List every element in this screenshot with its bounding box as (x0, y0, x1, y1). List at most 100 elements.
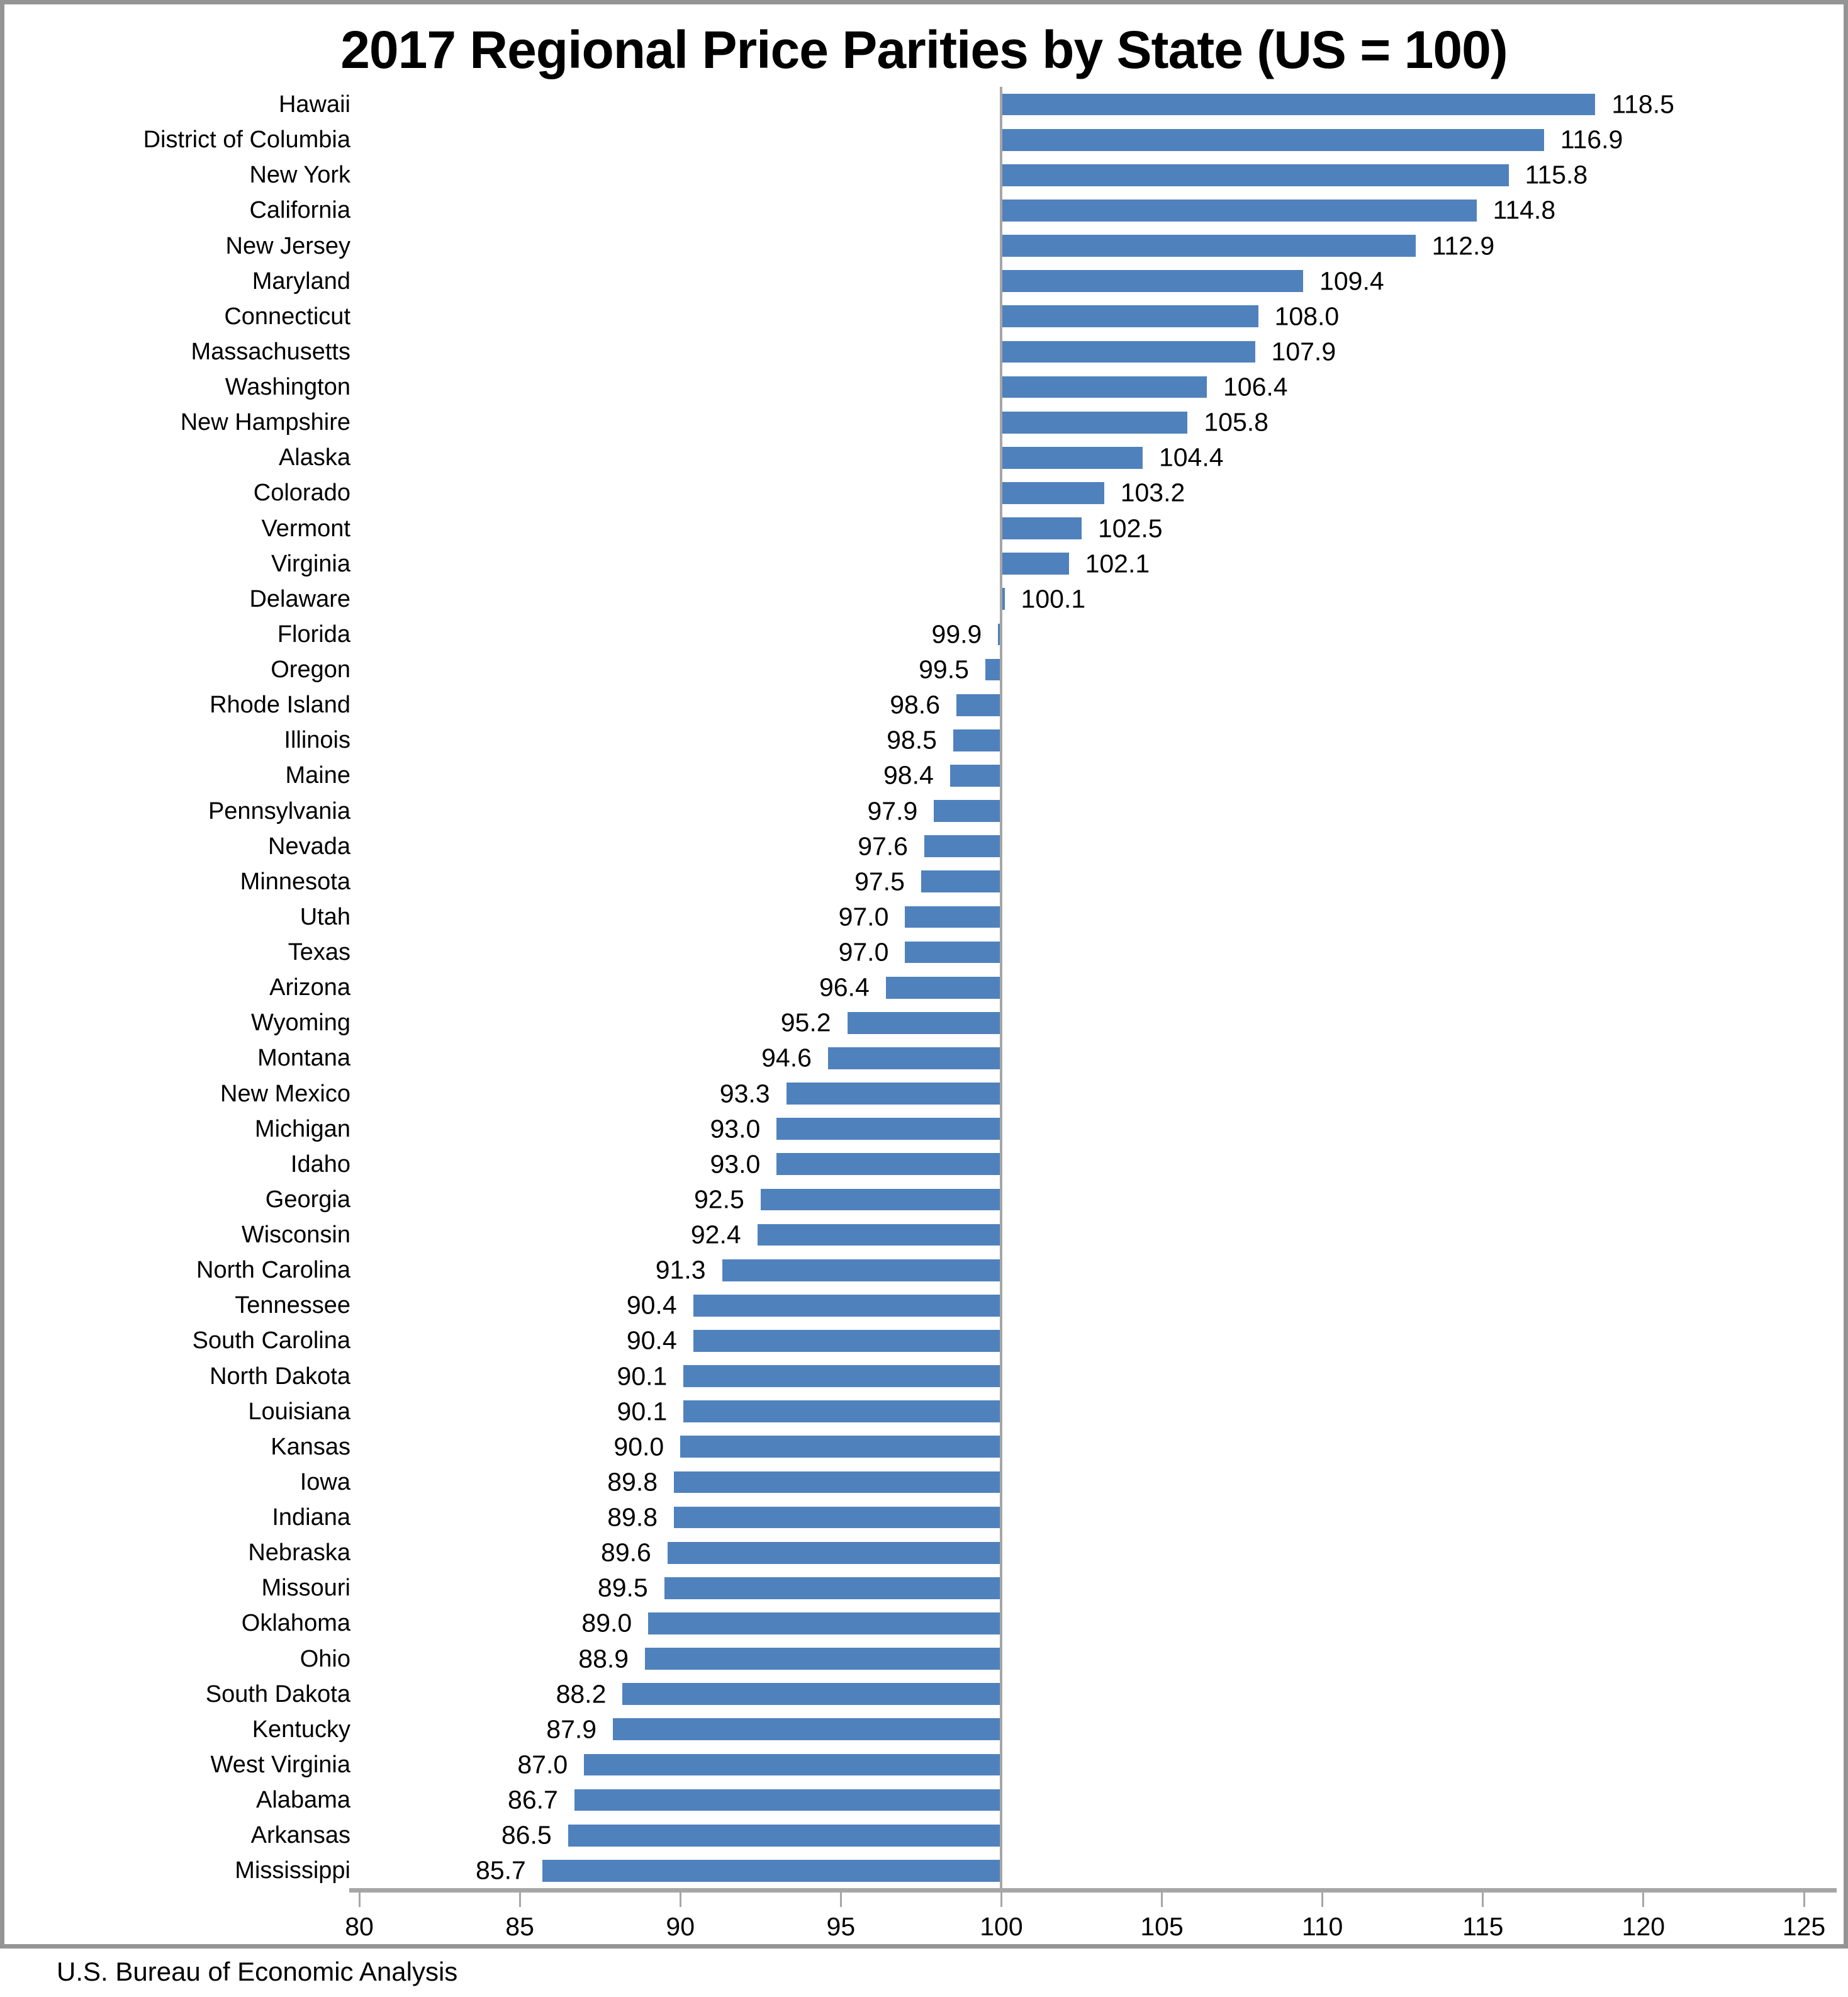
state-label: Alaska (278, 444, 350, 471)
bar (1001, 164, 1509, 186)
row-plot: 118.5 (359, 87, 1804, 122)
bar (1001, 446, 1143, 469)
bar (674, 1471, 1002, 1494)
chart-row: New York 115.8 (11, 157, 1804, 193)
row-plot: 97.0 (359, 935, 1804, 970)
x-tick-mark (518, 1888, 521, 1907)
value-label: 99.9 (931, 619, 982, 649)
state-label: Montana (257, 1045, 350, 1072)
state-label: Arkansas (250, 1822, 350, 1849)
bar (1001, 482, 1104, 504)
value-label: 98.4 (883, 760, 934, 790)
value-label: 86.5 (501, 1820, 552, 1850)
x-tick-mark (1482, 1888, 1484, 1907)
state-label: Mississippi (235, 1857, 350, 1884)
row-plot: 92.4 (359, 1217, 1804, 1252)
bar (998, 623, 1002, 646)
chart-row: Vermont 102.5 (11, 511, 1804, 546)
state-label: New York (249, 162, 350, 189)
bar (847, 1011, 1002, 1034)
bar (683, 1365, 1002, 1387)
row-plot: 99.5 (359, 652, 1804, 687)
chart-row: Maine 98.4 (11, 758, 1804, 793)
baseline-100-gridline (1000, 87, 1003, 1893)
chart-row: Colorado 103.2 (11, 475, 1804, 510)
bar (1001, 376, 1207, 398)
x-tick-label: 80 (345, 1912, 374, 1941)
bar (786, 1083, 1002, 1105)
state-label: West Virginia (210, 1751, 350, 1778)
chart-row: Rhode Island 98.6 (11, 687, 1804, 723)
chart-row: New Mexico 93.3 (11, 1076, 1804, 1111)
chart-row: Missouri 89.5 (11, 1570, 1804, 1606)
row-plot: 86.5 (359, 1818, 1804, 1853)
state-label: Wyoming (250, 1010, 350, 1037)
state-label: Michigan (254, 1115, 350, 1142)
state-label: Oregon (271, 656, 350, 683)
row-plot: 97.9 (359, 794, 1804, 829)
state-label: Pennsylvania (208, 797, 350, 824)
row-plot: 98.4 (359, 758, 1804, 793)
state-label: Idaho (290, 1150, 350, 1178)
row-plot: 100.1 (359, 582, 1804, 617)
state-label: Maine (285, 762, 351, 789)
bar (776, 1153, 1002, 1176)
state-label: Oklahoma (241, 1610, 350, 1637)
bar (1001, 200, 1477, 222)
state-label: Delaware (249, 585, 350, 612)
state-label: North Carolina (196, 1257, 350, 1284)
chart-row: South Carolina 90.4 (11, 1323, 1804, 1358)
row-plot: 90.4 (359, 1288, 1804, 1323)
value-label: 104.4 (1158, 442, 1224, 472)
bar (1001, 517, 1082, 539)
row-plot: 88.2 (359, 1677, 1804, 1712)
state-label: Tennessee (235, 1292, 350, 1319)
chart-row: Virginia 102.1 (11, 546, 1804, 582)
value-label: 106.4 (1223, 372, 1288, 402)
row-plot: 107.9 (359, 334, 1804, 369)
value-label: 95.2 (780, 1008, 831, 1037)
bar (1001, 93, 1596, 116)
chart-row: Delaware 100.1 (11, 582, 1804, 617)
bar (757, 1224, 1002, 1246)
bar (568, 1824, 1002, 1847)
chart-row: Kentucky 87.9 (11, 1712, 1804, 1747)
value-label: 92.5 (693, 1184, 744, 1214)
row-plot: 112.9 (359, 228, 1804, 264)
state-label: Indiana (272, 1504, 350, 1531)
chart-row: Oregon 99.5 (11, 652, 1804, 687)
chart-row: Pennsylvania 97.9 (11, 794, 1804, 829)
state-label: District of Columbia (143, 127, 350, 154)
state-label: Virginia (271, 550, 350, 577)
row-plot: 90.1 (359, 1394, 1804, 1429)
chart-row: California 114.8 (11, 193, 1804, 228)
value-label: 93.3 (719, 1079, 770, 1108)
state-label: Illinois (284, 727, 350, 754)
row-plot: 99.9 (359, 617, 1804, 652)
row-plot: 108.0 (359, 299, 1804, 334)
bar (1001, 553, 1069, 575)
bar (1001, 235, 1416, 257)
chart-row: New Jersey 112.9 (11, 228, 1804, 264)
bar (542, 1859, 1002, 1882)
row-plot: 109.4 (359, 264, 1804, 299)
row-plot: 97.0 (359, 899, 1804, 935)
bar (693, 1330, 1002, 1352)
value-label: 89.8 (607, 1502, 658, 1532)
chart-row: Utah 97.0 (11, 899, 1804, 935)
state-label: South Dakota (205, 1680, 350, 1707)
chart-row: New Hampshire 105.8 (11, 405, 1804, 440)
chart-row: Hawaii 118.5 (11, 87, 1804, 122)
row-plot: 96.4 (359, 970, 1804, 1005)
row-plot: 89.5 (359, 1570, 1804, 1606)
state-label: Georgia (265, 1186, 350, 1213)
bar (574, 1789, 1002, 1811)
x-tick-label: 125 (1782, 1912, 1826, 1941)
bar (956, 694, 1002, 716)
chart-row: West Virginia 87.0 (11, 1747, 1804, 1782)
value-label: 97.5 (854, 867, 905, 896)
row-plot: 89.8 (359, 1500, 1804, 1535)
state-label: South Carolina (192, 1327, 350, 1354)
value-label: 97.6 (858, 831, 908, 861)
source-attribution: U.S. Bureau of Economic Analysis (57, 1957, 458, 1986)
